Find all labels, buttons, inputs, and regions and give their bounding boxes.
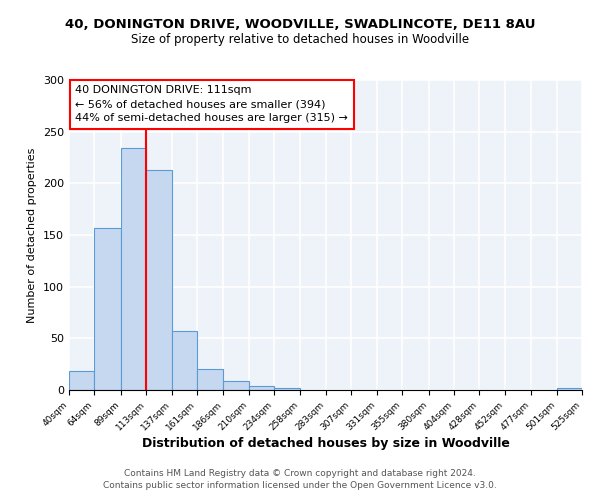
- Y-axis label: Number of detached properties: Number of detached properties: [28, 148, 37, 322]
- Bar: [69, 372, 94, 390]
- Text: 40, DONINGTON DRIVE, WOODVILLE, SWADLINCOTE, DE11 8AU: 40, DONINGTON DRIVE, WOODVILLE, SWADLINC…: [65, 18, 535, 30]
- Text: Contains HM Land Registry data © Crown copyright and database right 2024.: Contains HM Land Registry data © Crown c…: [124, 468, 476, 477]
- Text: 40 DONINGTON DRIVE: 111sqm
← 56% of detached houses are smaller (394)
44% of sem: 40 DONINGTON DRIVE: 111sqm ← 56% of deta…: [76, 85, 348, 123]
- Bar: [146, 170, 172, 390]
- Bar: [274, 388, 299, 390]
- Bar: [223, 380, 249, 390]
- Bar: [249, 386, 274, 390]
- Bar: [557, 388, 582, 390]
- Text: Contains public sector information licensed under the Open Government Licence v3: Contains public sector information licen…: [103, 481, 497, 490]
- Text: Size of property relative to detached houses in Woodville: Size of property relative to detached ho…: [131, 32, 469, 46]
- Bar: [172, 331, 197, 390]
- Bar: [94, 228, 121, 390]
- Bar: [197, 370, 223, 390]
- Bar: [121, 148, 146, 390]
- X-axis label: Distribution of detached houses by size in Woodville: Distribution of detached houses by size …: [142, 438, 509, 450]
